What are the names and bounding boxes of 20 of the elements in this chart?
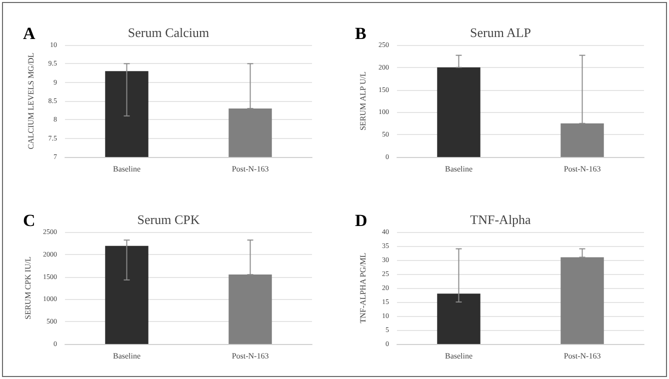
text: B — [355, 24, 366, 43]
x-tick-label: Baseline — [444, 352, 473, 360]
y-axis-title: TNF-ALPHA PG/ML — [358, 252, 368, 324]
text: D — [355, 211, 368, 230]
x-tick-label: Post-N-163 — [564, 352, 601, 360]
chart-title: TNF-Alpha — [470, 212, 532, 227]
y-axis-title: SERUM CPK IU/L — [24, 256, 33, 320]
chart-title: Serum Calcium — [128, 25, 210, 40]
chart-title: Serum CPK — [137, 212, 200, 227]
x-tick-label: Post-N-163 — [564, 164, 601, 174]
x-tick-label: Post-N-163 — [232, 164, 269, 174]
x-tick-label: Baseline — [112, 164, 141, 174]
x-tick-label: Baseline — [444, 164, 473, 174]
y-axis-title: CALCIUM LEVELS MG/DL — [26, 52, 36, 150]
x-tick-label: Post-N-163 — [232, 352, 269, 360]
chart-title: Serum ALP — [470, 25, 532, 40]
x-tick-label: Baseline — [112, 352, 141, 360]
text: A — [23, 24, 36, 43]
text: C — [23, 211, 36, 230]
y-axis-title: SERUM ALP U/L — [358, 71, 368, 130]
